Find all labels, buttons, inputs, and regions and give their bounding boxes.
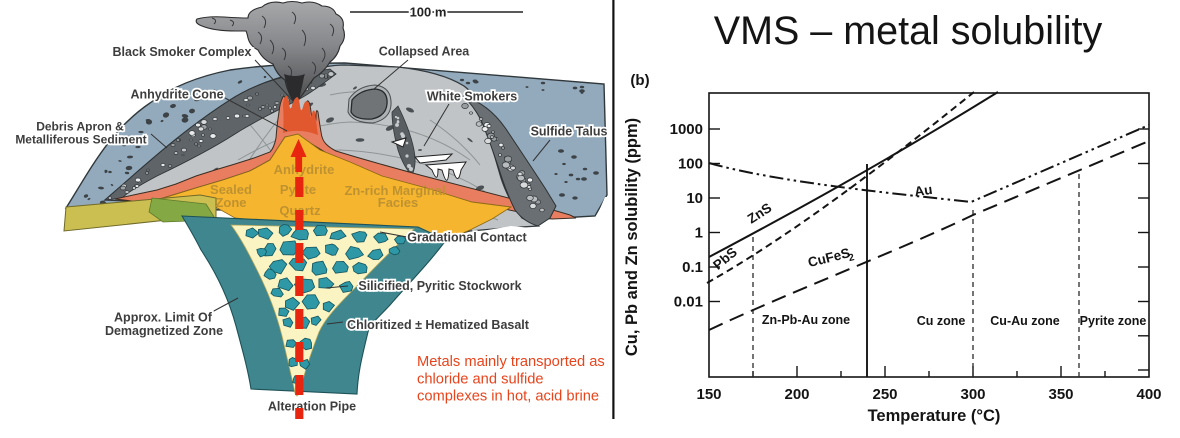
- svg-text:10: 10: [686, 190, 703, 207]
- svg-text:100: 100: [678, 156, 703, 173]
- svg-text:White Smokers: White Smokers: [427, 90, 517, 104]
- svg-text:150: 150: [696, 386, 721, 403]
- svg-text:Pyrite zone: Pyrite zone: [1080, 314, 1147, 328]
- svg-text:Black Smoker Complex: Black Smoker Complex: [113, 45, 252, 59]
- svg-text:PbS: PbS: [710, 244, 740, 272]
- svg-text:Chloritized ± Hematized Basalt: Chloritized ± Hematized Basalt: [347, 318, 530, 332]
- svg-text:Alteration Pipe: Alteration Pipe: [268, 400, 356, 414]
- svg-text:1: 1: [695, 225, 703, 242]
- svg-text:0.01: 0.01: [674, 294, 703, 311]
- svg-text:Approx. Limit Of: Approx. Limit Of: [114, 311, 213, 325]
- svg-text:Debris Apron &: Debris Apron &: [36, 120, 124, 134]
- svg-text:Cu, Pb and Zn solubility (ppm): Cu, Pb and Zn solubility (ppm): [623, 118, 641, 356]
- svg-text:VMS – metal solubility: VMS – metal solubility: [714, 9, 1103, 53]
- svg-text:350: 350: [1048, 386, 1073, 403]
- svg-text:ZnS: ZnS: [745, 200, 775, 226]
- svg-text:300: 300: [960, 386, 985, 403]
- svg-text:1000: 1000: [670, 121, 703, 138]
- svg-text:400: 400: [1136, 386, 1161, 403]
- svg-text:Demagnetized Zone: Demagnetized Zone: [105, 324, 223, 338]
- svg-text:Zn-Pb-Au zone: Zn-Pb-Au zone: [762, 313, 850, 327]
- svg-text:250: 250: [872, 386, 897, 403]
- svg-text:Sealed: Sealed: [210, 182, 252, 197]
- svg-text:Sulfide Talus: Sulfide Talus: [531, 125, 608, 139]
- svg-text:CuFeS: CuFeS: [806, 245, 851, 270]
- svg-text:(b): (b): [630, 72, 649, 89]
- svg-text:Gradational Contact: Gradational Contact: [407, 231, 527, 245]
- svg-text:Temperature (°C): Temperature (°C): [868, 407, 1001, 425]
- svg-text:Collapsed Area: Collapsed Area: [379, 45, 471, 59]
- svg-text:100 m: 100 m: [410, 5, 447, 20]
- svg-text:Anhydrite: Anhydrite: [274, 162, 335, 177]
- svg-text:Metalliferous Sediment: Metalliferous Sediment: [15, 133, 146, 147]
- svg-text:Cu zone: Cu zone: [917, 314, 966, 328]
- svg-text:Silicified, Pyritic Stockwork: Silicified, Pyritic Stockwork: [358, 279, 521, 293]
- svg-text:Zone: Zone: [215, 195, 246, 210]
- svg-text:Zn-rich Marginal: Zn-rich Marginal: [344, 183, 445, 198]
- svg-text:chloride and sulfide: chloride and sulfide: [417, 372, 544, 388]
- svg-text:2: 2: [847, 252, 855, 264]
- svg-text:Anhydrite Cone: Anhydrite Cone: [130, 88, 223, 102]
- svg-text:200: 200: [784, 386, 809, 403]
- svg-text:Metals mainly transported as: Metals mainly transported as: [417, 354, 605, 370]
- svg-text:complexes in hot, acid brine: complexes in hot, acid brine: [417, 389, 599, 405]
- svg-text:0.1: 0.1: [682, 259, 703, 276]
- svg-text:Facies: Facies: [378, 195, 418, 210]
- svg-text:Cu-Au zone: Cu-Au zone: [990, 314, 1059, 328]
- svg-text:Au: Au: [913, 182, 933, 199]
